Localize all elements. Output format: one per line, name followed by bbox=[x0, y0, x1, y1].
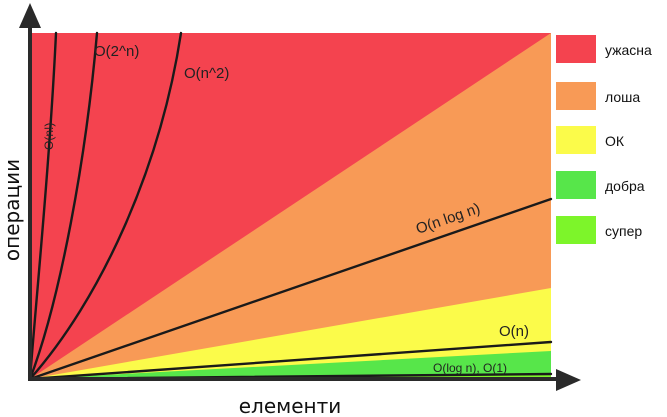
legend-label-super: супер bbox=[605, 223, 642, 239]
curve-label-2-pow-n: O(2^n) bbox=[94, 43, 139, 60]
legend-label-bad: лоша bbox=[605, 89, 640, 105]
x-axis-label: елементи bbox=[239, 394, 342, 417]
legend-label-ok: ОК bbox=[605, 133, 625, 149]
curve-n-log-n bbox=[28, 197, 553, 381]
y-axis-arrow bbox=[19, 3, 41, 28]
curve-n-factorial bbox=[28, 31, 58, 381]
legend-label-awful: ужасна bbox=[605, 42, 652, 58]
curve-label-log-n: O(log n), O(1) bbox=[433, 361, 507, 375]
legend-swatch-awful bbox=[556, 35, 596, 63]
curve-label-n-factorial: O(n!) bbox=[42, 123, 56, 150]
curve-2-pow-n bbox=[28, 31, 99, 381]
legend-swatch-ok bbox=[556, 126, 596, 154]
y-axis-label: операции bbox=[0, 159, 24, 261]
x-axis-arrow bbox=[556, 369, 581, 391]
curve-label-n: O(n) bbox=[499, 323, 529, 340]
legend-swatch-good bbox=[556, 171, 596, 199]
legend: ужасна лоша ОК добра супер bbox=[556, 35, 652, 244]
zone-area-good bbox=[30, 351, 551, 379]
axes bbox=[19, 3, 581, 391]
curve-label-n-squared: O(n^2) bbox=[184, 65, 229, 82]
curve-n bbox=[28, 340, 553, 381]
legend-swatch-super bbox=[556, 216, 596, 244]
legend-label-good: добра bbox=[605, 178, 645, 194]
zone-areas bbox=[30, 33, 551, 379]
legend-swatch-bad bbox=[556, 82, 596, 110]
zone-area-bad bbox=[30, 33, 551, 379]
zone-area-ok bbox=[30, 288, 551, 379]
curve-n-squared bbox=[28, 31, 183, 381]
